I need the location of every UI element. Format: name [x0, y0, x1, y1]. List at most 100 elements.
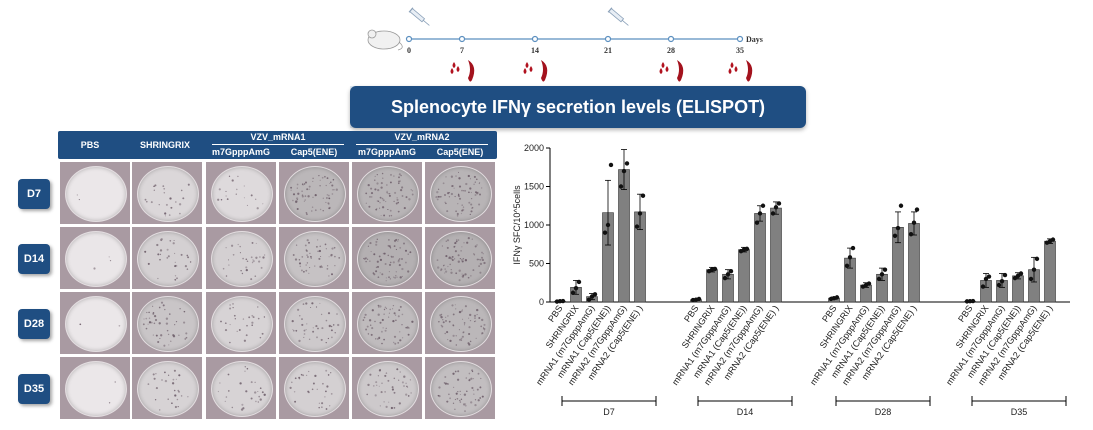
data-point	[605, 222, 611, 228]
data-point	[573, 285, 579, 291]
elispot-well	[352, 227, 422, 289]
timeline-marker	[604, 35, 612, 43]
row-label-d35: D35	[18, 374, 50, 404]
data-point	[892, 233, 898, 238]
group-label-d7: D7	[603, 407, 615, 417]
data-point	[980, 284, 986, 289]
section-banner: Splenocyte IFNγ secretion levels (ELISPO…	[350, 86, 806, 128]
data-point	[1018, 271, 1024, 276]
elispot-well	[206, 357, 276, 419]
data-point	[866, 281, 872, 286]
elispot-well	[279, 357, 349, 419]
data-point	[1028, 276, 1034, 282]
elispot-well	[279, 162, 349, 224]
elispot-well	[60, 292, 130, 354]
grid-header	[58, 131, 497, 159]
data-point	[722, 275, 728, 281]
data-point	[908, 232, 914, 237]
data-point	[776, 201, 782, 206]
data-point	[986, 274, 992, 279]
data-point	[602, 230, 608, 235]
col-header-divider-mrna2	[356, 144, 488, 145]
timeline-marker	[667, 35, 675, 43]
blood-drop-spleen-icon	[450, 60, 475, 82]
row-label-d7: D7	[18, 179, 50, 209]
data-point	[996, 282, 1002, 288]
data-point	[1031, 267, 1037, 272]
data-point	[608, 162, 614, 168]
col-header-divider-mrna1	[212, 144, 344, 145]
data-point	[914, 207, 920, 212]
y-tick-label: 0	[539, 297, 544, 307]
data-point	[911, 220, 917, 225]
row-label-d28: D28	[18, 309, 50, 339]
timeline-day-label: 0	[407, 46, 411, 55]
bar-d14-1	[706, 269, 718, 303]
elispot-well-grid: PBS SHRINGRIX VZV_mRNA1 m7GpppAmG Cap5(E…	[0, 128, 500, 430]
group-label-d35: D35	[1011, 407, 1028, 417]
y-tick-label: 500	[529, 259, 544, 269]
data-point	[712, 266, 718, 272]
elispot-well	[132, 227, 202, 289]
bar-d35-5	[1044, 240, 1056, 303]
data-point	[754, 220, 760, 225]
bar-d14-4	[754, 213, 766, 303]
elispot-well	[425, 227, 495, 289]
elispot-well	[206, 292, 276, 354]
data-point	[728, 269, 734, 274]
col-header-shringrix: SHRINGRIX	[139, 140, 190, 150]
data-point	[586, 297, 592, 302]
y-tick-label: 1000	[524, 220, 544, 230]
col-header-mrna2-cap5: Cap5(ENE)	[436, 147, 484, 157]
elispot-well	[279, 227, 349, 289]
data-point	[844, 263, 850, 269]
y-tick-label: 2000	[524, 143, 544, 153]
elispot-well	[60, 227, 130, 289]
immunization-timeline: Days 0 7 14 21 28 35	[367, 7, 763, 82]
row-label-d14: D14	[18, 244, 50, 274]
data-point	[882, 267, 888, 272]
data-point	[560, 298, 566, 304]
data-point	[634, 224, 640, 229]
data-point	[1002, 272, 1008, 278]
data-point	[1015, 273, 1021, 279]
col-header-vzv-mrna1: VZV_mRNA1	[250, 132, 306, 142]
data-point	[576, 279, 582, 285]
col-header-mrna1-m7g: m7GpppAmG	[211, 147, 270, 157]
timeline-day-label: 35	[736, 46, 744, 55]
blood-drop-spleen-icon	[659, 60, 684, 82]
data-point	[879, 272, 885, 277]
data-point	[834, 295, 840, 300]
blood-drop-spleen-icon	[523, 60, 548, 82]
elispot-well	[425, 292, 495, 354]
data-point	[696, 296, 702, 302]
elispot-well	[132, 162, 202, 224]
data-point	[570, 290, 576, 295]
banner-title: Splenocyte IFNγ secretion levels (ELISPO…	[390, 96, 766, 117]
group-label-d14: D14	[737, 407, 754, 417]
mouse-icon	[367, 29, 403, 51]
data-point	[757, 211, 763, 216]
elispot-well	[352, 292, 422, 354]
syringe-icon	[408, 7, 430, 26]
y-axis-label: IFNγ SFC/10^5cells	[512, 185, 522, 265]
elispot-well	[279, 292, 349, 354]
elispot-well	[352, 162, 422, 224]
elispot-well	[206, 162, 276, 224]
elispot-well	[425, 162, 495, 224]
data-point	[898, 203, 904, 208]
blood-drop-spleen-icon	[728, 60, 753, 82]
timeline-day-label: 28	[667, 46, 675, 55]
data-point	[773, 205, 779, 210]
timeline-day-label: 21	[604, 46, 612, 55]
bar-d14-3	[738, 249, 750, 303]
timeline-marker	[405, 35, 413, 43]
elispot-well	[352, 357, 422, 419]
data-point	[770, 211, 776, 216]
data-point	[847, 255, 853, 260]
syringe-icon	[607, 7, 629, 26]
timeline-marker	[736, 35, 744, 43]
data-point	[592, 292, 598, 297]
timeline-marker	[458, 35, 466, 43]
